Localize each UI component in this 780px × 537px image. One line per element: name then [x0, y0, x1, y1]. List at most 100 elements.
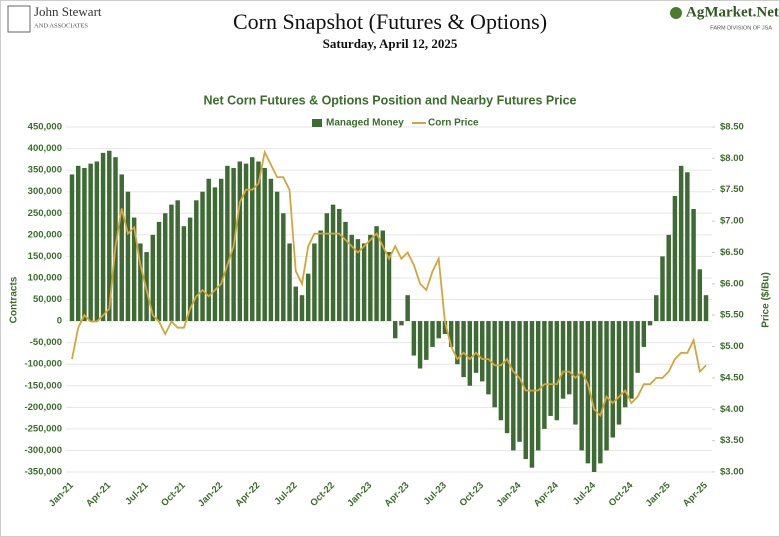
bar: [529, 321, 535, 468]
y2-tick-label: $6.50: [720, 247, 744, 258]
bar: [169, 204, 174, 322]
bar: [293, 286, 299, 322]
legend-label: Managed Money: [326, 118, 404, 129]
bar: [573, 321, 578, 425]
bar: [355, 239, 361, 322]
bar: [511, 321, 516, 451]
bar: [579, 321, 584, 451]
price-line: [71, 149, 707, 418]
bar: [610, 321, 616, 438]
bar: [113, 157, 118, 322]
bar: [88, 163, 93, 322]
y-axis-title: Contracts: [9, 276, 20, 323]
bar: [654, 295, 659, 322]
bar: [554, 321, 560, 421]
bar: [361, 243, 367, 322]
bar: [585, 321, 591, 464]
y-tick-label: -150,000: [24, 380, 62, 391]
bar: [442, 321, 448, 334]
bar: [417, 321, 423, 369]
bar: [697, 269, 703, 322]
y2-tick-label: $3.00: [720, 467, 744, 478]
logo-name: John Stewart: [34, 4, 102, 19]
bar: [542, 321, 547, 429]
bar: [250, 157, 255, 322]
y2-tick-label: $4.00: [720, 404, 744, 415]
y-tick-label: 450,000: [28, 122, 62, 133]
bar: [666, 234, 671, 322]
bar: [312, 243, 317, 322]
bar: [107, 150, 112, 322]
bar: [392, 321, 398, 339]
bar: [268, 178, 274, 322]
bar: [69, 174, 75, 322]
bar: [100, 152, 106, 322]
y2-tick-label: $8.00: [720, 153, 744, 164]
bar: [641, 321, 647, 347]
bar: [535, 321, 541, 451]
legend-swatch: [312, 119, 322, 127]
bar: [237, 161, 243, 322]
bar: [156, 221, 162, 322]
bar: [305, 273, 311, 322]
bar: [150, 234, 156, 322]
bar: [461, 321, 466, 378]
y2-tick-label: $8.50: [720, 122, 744, 133]
bar: [274, 191, 280, 322]
bar: [486, 321, 491, 395]
bar: [386, 252, 392, 322]
y2-tick-label: $7.00: [720, 216, 744, 227]
y-tick-label: -50,000: [30, 337, 62, 348]
y-tick-label: 250,000: [28, 208, 62, 219]
bar: [685, 172, 690, 322]
bar: [691, 208, 696, 322]
y2-tick-label: $5.50: [720, 310, 744, 321]
logo-sub: AND ASSOCIATES: [34, 22, 88, 29]
bar: [560, 321, 566, 399]
bar: [660, 256, 665, 322]
brand: AgMarket.Net: [686, 4, 779, 20]
bar: [467, 321, 473, 386]
bar: [94, 161, 100, 322]
bar: [405, 295, 410, 322]
y-tick-label: 400,000: [28, 143, 62, 154]
bar: [212, 187, 218, 322]
bar: [399, 321, 404, 326]
y-tick-label: 50,000: [33, 294, 62, 305]
y-tick-label: 200,000: [28, 229, 62, 240]
bar: [368, 234, 373, 322]
bar: [324, 213, 330, 322]
bar: [622, 321, 628, 408]
bar: [647, 321, 653, 326]
bar: [175, 200, 180, 322]
bar: [187, 217, 193, 322]
bar: [504, 321, 510, 434]
bar: [337, 208, 342, 322]
chart-title: Net Corn Futures & Options Position and …: [204, 93, 577, 107]
bar: [678, 165, 684, 322]
bar: [629, 321, 634, 399]
bar: [330, 204, 336, 322]
bar: [75, 165, 81, 322]
bar: [318, 230, 323, 322]
y2-tick-label: $5.00: [720, 341, 744, 352]
bar: [218, 178, 224, 322]
bar: [567, 321, 572, 395]
bar: [287, 243, 292, 322]
bar: [181, 226, 187, 322]
y-tick-label: -100,000: [24, 359, 62, 370]
legend-label: Corn Price: [428, 118, 479, 129]
y-tick-label: 350,000: [28, 165, 62, 176]
bar: [430, 321, 435, 347]
page-subtitle: Saturday, April 12, 2025: [323, 36, 458, 51]
bar: [703, 295, 709, 322]
bar: [473, 321, 479, 373]
bar: [343, 221, 348, 322]
bar: [243, 163, 249, 322]
bar: [281, 213, 286, 322]
y-tick-label: -200,000: [24, 402, 62, 413]
brand-sub: FARM DIVISION OF JSA: [710, 25, 772, 31]
y-tick-label: 150,000: [28, 251, 62, 262]
bar: [206, 178, 211, 322]
